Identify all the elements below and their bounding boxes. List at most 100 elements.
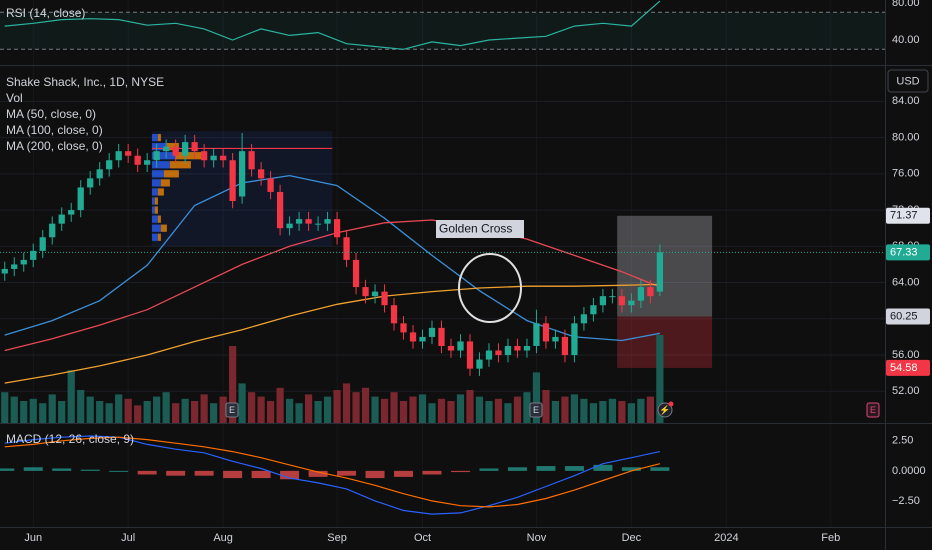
volume-bar	[532, 372, 541, 423]
earnings-icon[interactable]: E	[866, 402, 880, 418]
dividend-icon[interactable]: ⚡	[657, 401, 674, 418]
volume-bar	[475, 396, 484, 423]
volume-bar	[39, 403, 47, 423]
volume-bar	[10, 396, 18, 423]
candle-body	[106, 160, 113, 170]
profile-down	[154, 197, 158, 205]
macd-histogram	[536, 466, 556, 471]
y-tick-label: 64.00	[892, 276, 920, 288]
candle-body	[58, 214, 65, 224]
volume-bar	[266, 401, 275, 423]
candle-body	[144, 160, 151, 165]
candle-body	[419, 336, 426, 342]
svg-text:E: E	[229, 405, 235, 415]
profile-down	[163, 170, 179, 178]
volume-bar	[352, 392, 360, 423]
macd-histogram	[593, 464, 613, 471]
candle-body	[343, 237, 350, 260]
volume-bar	[513, 396, 522, 423]
volume-bar	[542, 390, 550, 423]
svg-text:USD: USD	[896, 75, 919, 87]
macd-line	[4, 436, 661, 508]
candle-body	[438, 327, 445, 346]
volume-bar	[437, 398, 446, 423]
profile-up	[151, 197, 155, 205]
candle-body	[409, 332, 417, 342]
volume-bar	[1, 392, 9, 423]
volume-bar	[333, 390, 341, 423]
x-tick-label: Jul	[121, 532, 135, 544]
candle-body	[362, 287, 369, 297]
earnings-icon[interactable]: E	[225, 402, 239, 418]
svg-text:E: E	[533, 405, 539, 415]
candle-body	[514, 345, 521, 351]
candle-body	[163, 146, 170, 152]
candle-body	[647, 287, 654, 297]
macd-histogram	[507, 467, 527, 471]
volume-bar	[58, 401, 66, 423]
volume-bar	[466, 390, 474, 423]
macd-histogram	[23, 467, 43, 471]
y-tick-label: 2.50	[892, 435, 913, 447]
volume-bar	[257, 396, 265, 423]
position-stop	[617, 316, 713, 368]
annotation-box	[436, 220, 524, 238]
macd-histogram	[337, 470, 357, 476]
profile-up	[151, 224, 161, 232]
profile-down	[160, 179, 170, 187]
volume-bar	[570, 394, 579, 423]
x-tick-label: Nov	[527, 532, 547, 544]
price-badge-label: 67.33	[890, 246, 918, 258]
legend-entry: MA (50, close, 0)	[6, 107, 96, 121]
profile-up	[151, 170, 164, 178]
profile-down	[157, 233, 161, 241]
macd-histogram	[365, 470, 385, 479]
chart-title: Shake Shack, Inc., 1D, NYSE	[6, 75, 164, 89]
svg-text:⚡: ⚡	[659, 404, 670, 416]
candle-body	[333, 219, 341, 238]
candle-body	[533, 323, 540, 346]
volume-bar	[646, 396, 654, 423]
candle-body	[77, 187, 84, 211]
profile-up	[151, 206, 155, 214]
candle-body	[276, 191, 284, 229]
macd-histogram	[564, 466, 584, 471]
earnings-icon[interactable]: E	[529, 402, 543, 418]
candle-body	[125, 151, 132, 156]
candle-body	[656, 252, 664, 292]
x-tick-label: Feb	[821, 532, 840, 544]
moving-average	[4, 174, 661, 342]
macd-histogram	[194, 470, 214, 476]
legend-entry: MA (100, close, 0)	[6, 123, 103, 137]
candle-body	[295, 219, 303, 224]
y-tick-label: 80.00	[892, 0, 920, 9]
candle-body	[609, 296, 616, 298]
volume-bar	[428, 403, 436, 423]
volume-bar	[314, 401, 322, 423]
legend-entry: Vol	[6, 91, 23, 105]
volume-bar	[342, 383, 351, 423]
y-tick-label: 80.00	[892, 131, 920, 143]
candle-body	[267, 178, 274, 192]
candle-body	[618, 296, 626, 306]
volume-bar	[456, 394, 465, 423]
highlight-circle	[458, 253, 522, 323]
candle-body	[68, 210, 75, 215]
currency-button[interactable]: USD	[887, 69, 929, 93]
volume-bar	[276, 387, 284, 423]
candle-body	[637, 287, 645, 301]
candle-body	[457, 341, 464, 351]
volume-bar	[618, 401, 626, 423]
price-badge	[886, 308, 930, 325]
candle-body	[134, 155, 141, 165]
volume-bar	[124, 398, 132, 423]
volume-bar	[523, 392, 531, 423]
y-tick-label: 56.00	[892, 349, 920, 361]
macd-histogram	[450, 470, 470, 473]
candle-body	[523, 345, 531, 351]
candle-body	[248, 151, 255, 170]
profile-down	[157, 188, 164, 196]
candle-body	[571, 323, 578, 356]
